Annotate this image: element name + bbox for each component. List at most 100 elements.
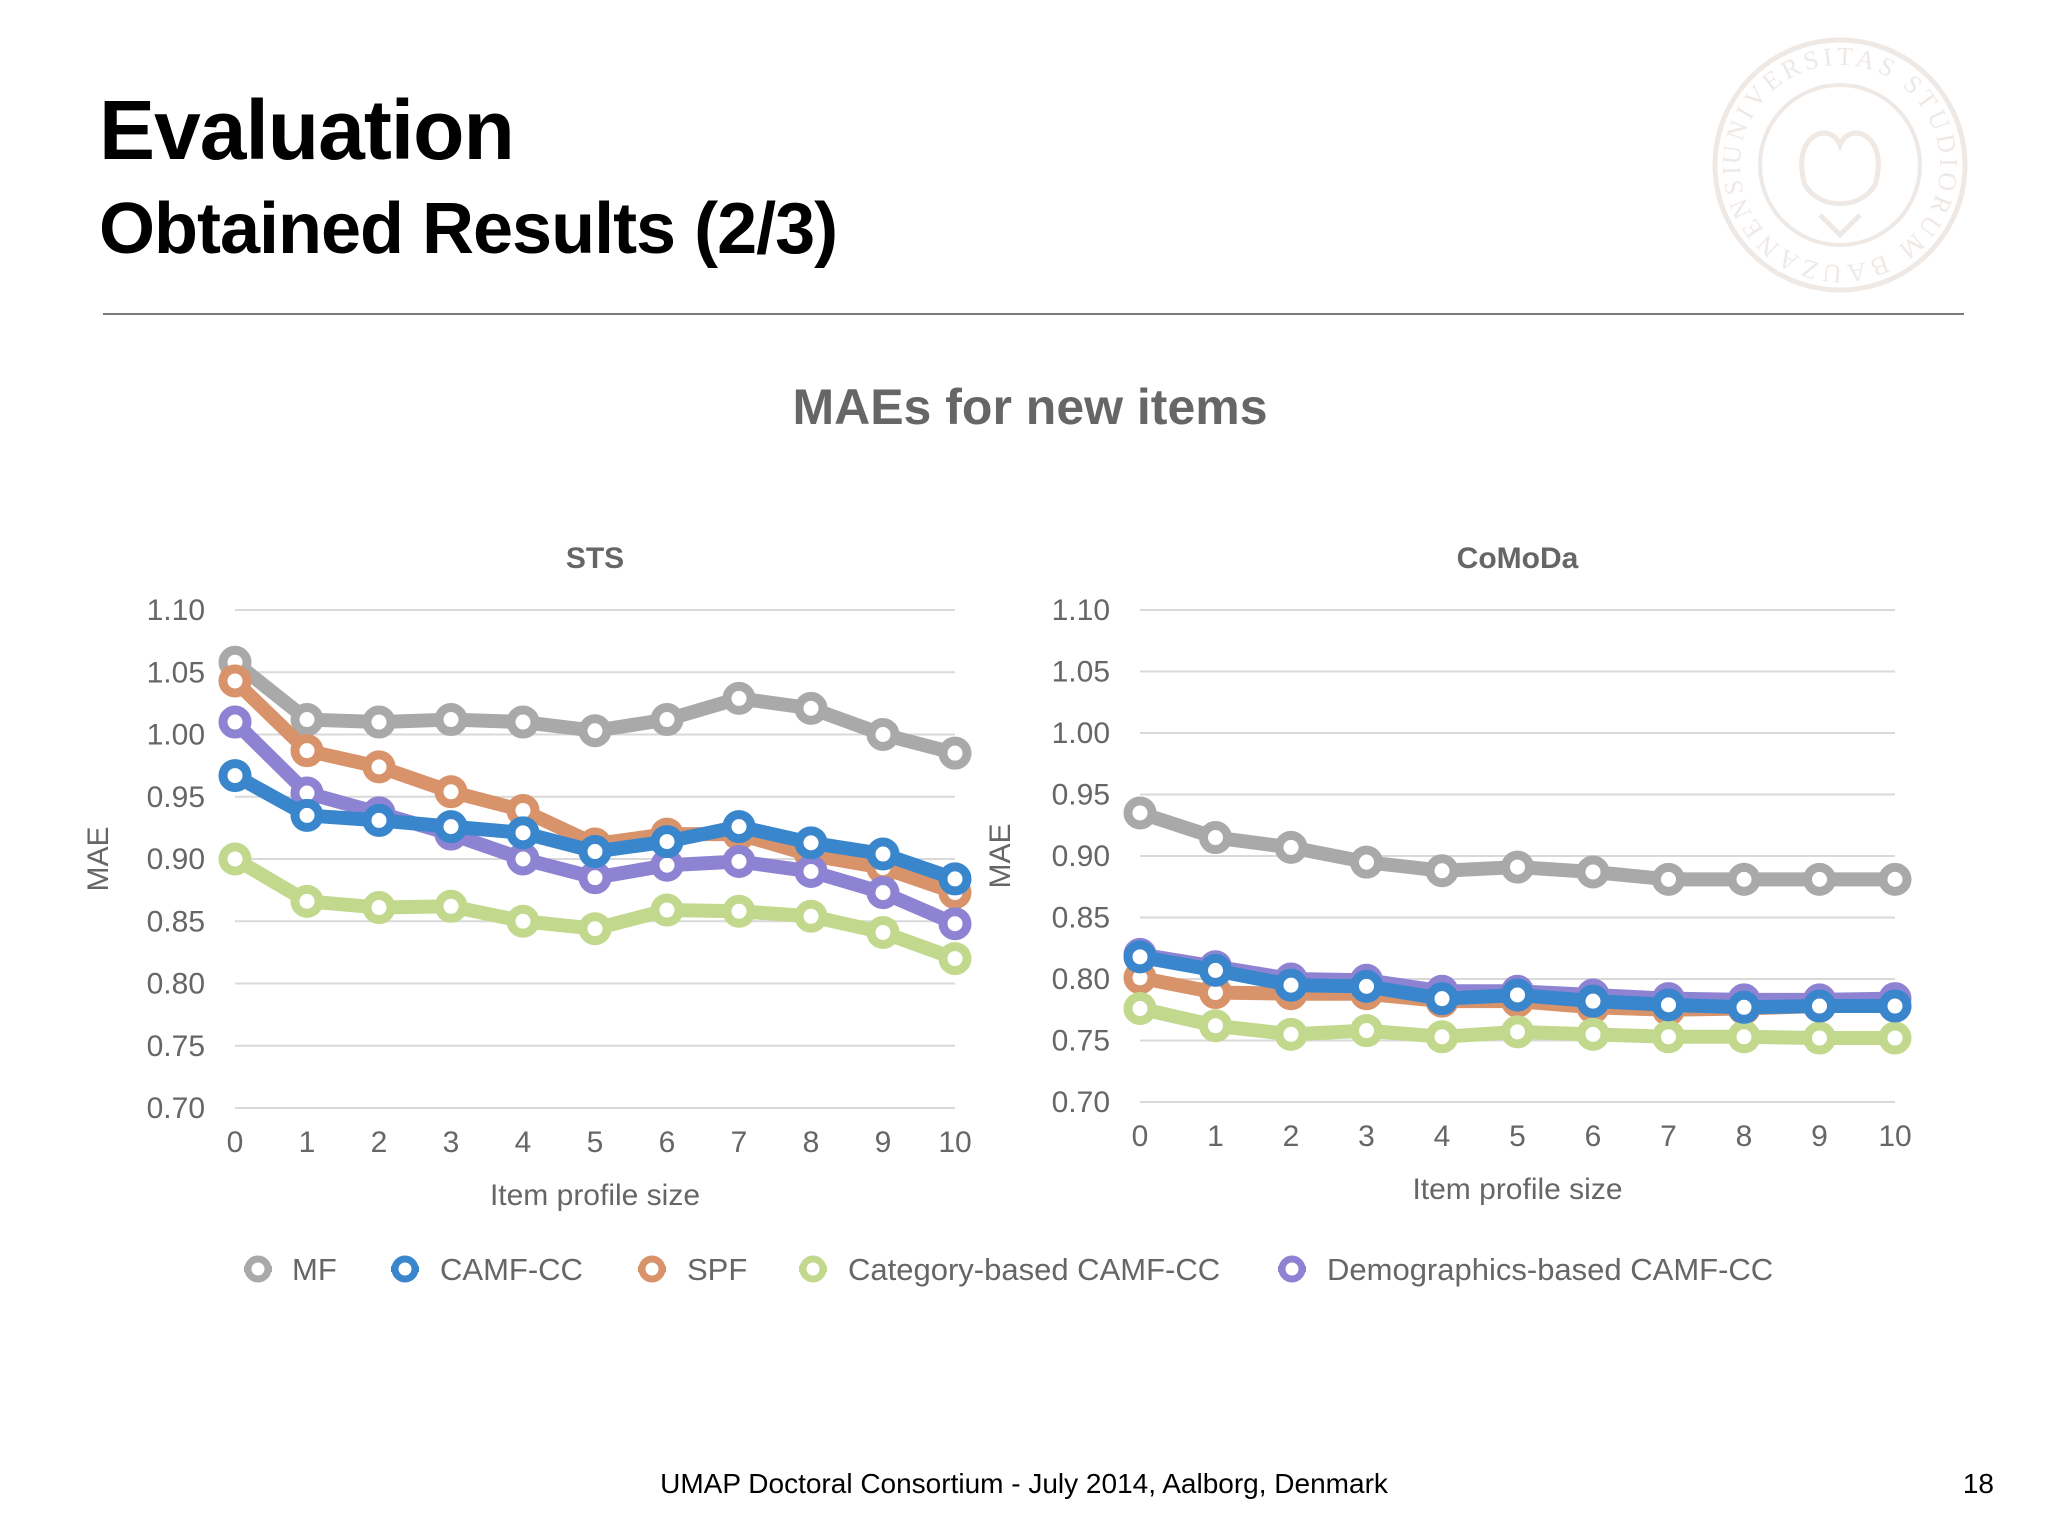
data-point: [1501, 978, 1534, 1012]
data-point: [1878, 862, 1912, 896]
data-point: [1350, 845, 1383, 879]
data-point: [1501, 1015, 1534, 1049]
y-tick-label: 0.85: [147, 905, 205, 938]
series-camf-cc: [1123, 940, 1912, 1024]
data-point: [1274, 1017, 1308, 1051]
y-axis-label: MAE: [984, 823, 1017, 888]
data-point: [362, 891, 396, 925]
data-point: [1199, 1009, 1232, 1043]
y-axis-label: MAE: [82, 826, 115, 891]
y-tick-label: 1.10: [147, 594, 205, 627]
data-point: [578, 835, 612, 869]
y-tick-label: 1.05: [1052, 656, 1110, 689]
data-point: [1123, 940, 1157, 974]
x-tick-label: 0: [1132, 1120, 1149, 1153]
data-point: [866, 837, 900, 871]
x-tick-label: 6: [659, 1126, 676, 1159]
y-tick-label: 0.75: [147, 1030, 205, 1063]
legend-label: Category-based CAMF-CC: [848, 1252, 1220, 1287]
legend-label: CAMF-CC: [440, 1252, 583, 1287]
data-point: [650, 893, 684, 927]
title-divider: [103, 313, 1964, 315]
data-point: [1199, 953, 1232, 987]
data-point: [866, 876, 900, 910]
data-point: [794, 691, 828, 725]
legend-swatch-marker: [799, 1255, 827, 1283]
y-tick-label: 0.90: [147, 843, 205, 876]
data-point: [1425, 982, 1459, 1016]
x-tick-label: 4: [515, 1126, 532, 1159]
data-point: [1274, 830, 1308, 864]
y-tick-label: 0.85: [1052, 902, 1110, 935]
legend-item-demographics-based-camf-cc: Demographics-based CAMF-CC: [1278, 1252, 1773, 1287]
panel-title: CoMoDa: [1457, 542, 1579, 575]
data-point: [1652, 862, 1685, 896]
data-point: [650, 703, 684, 737]
chart-panel-comoda: CoMoDa 0.70 0.75 0.80 0.85 0.90 0.95 1.00 1.05 1.…: [984, 542, 1912, 1206]
x-tick-label: 4: [1434, 1120, 1451, 1153]
x-tick-label: 5: [1509, 1120, 1526, 1153]
data-point: [218, 842, 252, 876]
x-tick-label: 8: [1736, 1120, 1753, 1153]
y-tick-label: 0.90: [1052, 840, 1110, 873]
x-tick-label: 9: [1811, 1120, 1828, 1153]
legend-item-camf-cc: CAMF-CC: [391, 1252, 583, 1287]
x-tick-label: 9: [875, 1126, 892, 1159]
y-tick-label: 0.70: [1052, 1086, 1110, 1119]
x-axis-label: Item profile size: [490, 1179, 700, 1212]
y-tick-label: 0.75: [1052, 1025, 1110, 1058]
data-point: [290, 703, 324, 737]
mae-chart-figure: MAEs for new items STS 0.70 0.75 0.80 0.85 0.…: [82, 379, 1912, 1287]
x-tick-label: 8: [803, 1126, 820, 1159]
data-point: [1425, 1020, 1459, 1054]
chart-legend: MF CAMF-CC SPF Category-based CAMF-CC Demogr…: [244, 1252, 1773, 1287]
footer-text: UMAP Doctoral Consortium - July 2014, Aa…: [660, 1468, 1388, 1499]
data-point: [1878, 989, 1912, 1023]
university-seal-logo: UNIVERSITAS STUDIORUM BAUZANENSIS: [1710, 35, 1968, 293]
x-tick-label: 0: [227, 1126, 244, 1159]
data-point: [1727, 862, 1761, 896]
data-point: [578, 861, 612, 895]
data-point: [434, 703, 468, 737]
data-point: [218, 664, 252, 698]
data-point: [1123, 796, 1157, 830]
data-point: [938, 942, 972, 976]
data-point: [1199, 821, 1232, 855]
data-point: [1803, 862, 1836, 896]
panel-title: STS: [566, 542, 624, 575]
data-point: [1350, 969, 1383, 1003]
data-point: [650, 825, 684, 859]
y-tick-label: 0.70: [147, 1092, 205, 1125]
x-tick-label: 1: [299, 1126, 316, 1159]
x-tick-label: 2: [1283, 1120, 1300, 1153]
data-point: [1576, 1017, 1610, 1051]
data-point: [1803, 989, 1836, 1023]
legend-swatch-marker: [638, 1255, 666, 1283]
data-point: [1803, 1021, 1836, 1055]
data-point: [506, 904, 540, 938]
data-point: [218, 705, 252, 739]
data-point: [866, 718, 900, 751]
figure-title: MAEs for new items: [792, 379, 1267, 435]
x-tick-label: 1: [1207, 1120, 1224, 1153]
data-point: [1727, 990, 1761, 1024]
slide-title: Evaluation: [99, 83, 515, 177]
data-point: [578, 912, 612, 946]
data-point: [722, 810, 756, 844]
data-point: [1274, 968, 1308, 1002]
y-tick-label: 0.80: [1052, 963, 1110, 996]
x-tick-label: 7: [1660, 1120, 1677, 1153]
data-point: [290, 884, 324, 918]
y-tick-label: 1.05: [147, 656, 205, 689]
data-point: [362, 803, 396, 837]
x-tick-label: 10: [938, 1126, 971, 1159]
data-point: [218, 759, 252, 793]
legend-swatch-marker: [244, 1255, 272, 1283]
data-point: [722, 844, 756, 878]
legend-label: SPF: [687, 1252, 747, 1287]
y-tick-label: 1.00: [1052, 717, 1110, 750]
data-point: [290, 734, 324, 768]
x-tick-label: 2: [371, 1126, 388, 1159]
data-point: [794, 899, 828, 933]
legend-item-spf: SPF: [638, 1252, 747, 1287]
